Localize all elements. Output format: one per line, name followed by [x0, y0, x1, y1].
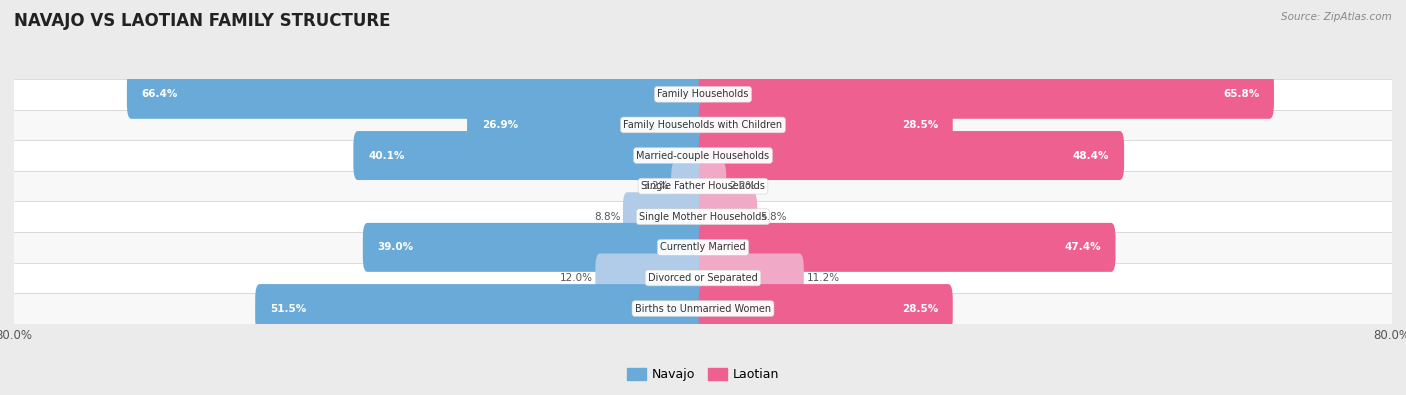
Text: 47.4%: 47.4% [1064, 243, 1101, 252]
Text: 3.2%: 3.2% [643, 181, 669, 191]
Text: Currently Married: Currently Married [661, 243, 745, 252]
Text: 51.5%: 51.5% [270, 304, 307, 314]
Bar [14, 109, 1392, 140]
FancyBboxPatch shape [699, 131, 1125, 180]
Text: 48.4%: 48.4% [1073, 150, 1109, 160]
Text: 2.2%: 2.2% [728, 181, 755, 191]
Text: 39.0%: 39.0% [377, 243, 413, 252]
Bar [14, 140, 1392, 171]
Text: NAVAJO VS LAOTIAN FAMILY STRUCTURE: NAVAJO VS LAOTIAN FAMILY STRUCTURE [14, 12, 391, 30]
Text: 66.4%: 66.4% [142, 89, 179, 99]
Text: 65.8%: 65.8% [1223, 89, 1260, 99]
Text: 12.0%: 12.0% [560, 273, 593, 283]
Bar [14, 293, 1392, 324]
FancyBboxPatch shape [353, 131, 707, 180]
FancyBboxPatch shape [699, 223, 1115, 272]
Bar [14, 201, 1392, 232]
FancyBboxPatch shape [363, 223, 707, 272]
Text: 5.8%: 5.8% [759, 212, 786, 222]
FancyBboxPatch shape [623, 192, 707, 241]
Text: Single Mother Households: Single Mother Households [640, 212, 766, 222]
Text: Births to Unmarried Women: Births to Unmarried Women [636, 304, 770, 314]
Bar [14, 171, 1392, 201]
FancyBboxPatch shape [699, 254, 804, 303]
FancyBboxPatch shape [467, 100, 707, 149]
FancyBboxPatch shape [671, 162, 707, 211]
Text: 11.2%: 11.2% [807, 273, 839, 283]
Text: Family Households: Family Households [658, 89, 748, 99]
Bar [14, 263, 1392, 293]
FancyBboxPatch shape [699, 192, 758, 241]
Text: Divorced or Separated: Divorced or Separated [648, 273, 758, 283]
FancyBboxPatch shape [699, 284, 953, 333]
FancyBboxPatch shape [595, 254, 707, 303]
Bar [14, 232, 1392, 263]
Text: 40.1%: 40.1% [368, 150, 405, 160]
FancyBboxPatch shape [699, 100, 953, 149]
Text: 26.9%: 26.9% [482, 120, 517, 130]
FancyBboxPatch shape [699, 162, 727, 211]
Text: Single Father Households: Single Father Households [641, 181, 765, 191]
Text: Source: ZipAtlas.com: Source: ZipAtlas.com [1281, 12, 1392, 22]
Text: Married-couple Households: Married-couple Households [637, 150, 769, 160]
FancyBboxPatch shape [256, 284, 707, 333]
Text: 28.5%: 28.5% [901, 120, 938, 130]
Bar [14, 79, 1392, 109]
Text: 8.8%: 8.8% [593, 212, 620, 222]
Text: Family Households with Children: Family Households with Children [623, 120, 783, 130]
FancyBboxPatch shape [127, 70, 707, 119]
Legend: Navajo, Laotian: Navajo, Laotian [621, 363, 785, 386]
FancyBboxPatch shape [699, 70, 1274, 119]
Text: 28.5%: 28.5% [901, 304, 938, 314]
